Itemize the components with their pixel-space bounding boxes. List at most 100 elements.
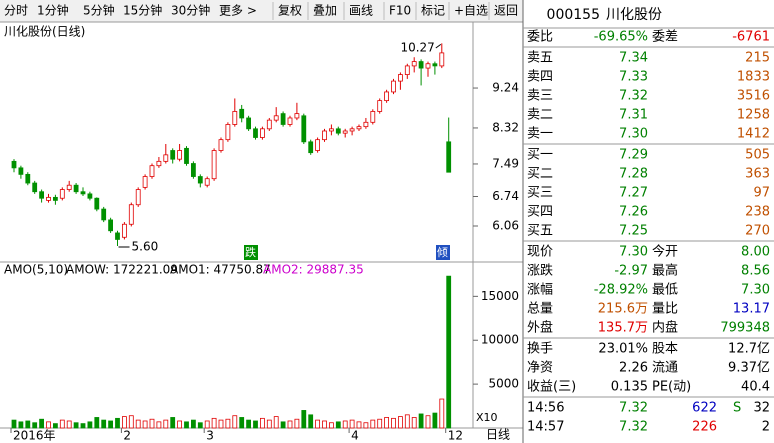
candle-body — [356, 126, 362, 130]
volume-bar — [163, 419, 169, 429]
candle-body — [32, 182, 38, 193]
quote-cell: 363 — [745, 167, 770, 182]
toolbar-button[interactable]: 5分钟 — [83, 3, 115, 18]
toolbar-button[interactable]: 叠加 — [313, 4, 337, 18]
candle-body — [73, 184, 79, 193]
quote-cell: -6761 — [732, 30, 770, 45]
toolbar-button[interactable]: F10 — [389, 4, 411, 18]
candle-body — [391, 80, 396, 93]
candle-body — [273, 115, 279, 121]
x-tick-label: 4 — [351, 429, 359, 443]
volume-bar — [101, 419, 107, 429]
toolbar-button[interactable]: 复权 — [278, 4, 302, 18]
toolbar-button[interactable]: 1分钟 — [37, 3, 69, 18]
quote-cell: 13.17 — [733, 302, 770, 317]
candle-body — [315, 139, 321, 151]
candle-body — [18, 167, 24, 175]
candle-body — [246, 117, 252, 130]
quote-cell: 最高 — [652, 263, 678, 279]
quote-cell: 505 — [745, 148, 770, 163]
quote-cell: 40.4 — [741, 380, 770, 395]
quote-cell: -28.92% — [594, 283, 648, 298]
volume-bar — [232, 415, 238, 429]
stock-code: 000155 — [547, 7, 600, 23]
quote-cell: 涨幅 — [527, 283, 553, 298]
volume-bar — [363, 422, 369, 429]
candle-body — [266, 119, 272, 130]
candle-body — [328, 128, 334, 132]
candle-body — [170, 150, 176, 160]
volume-bar — [59, 419, 65, 429]
candle-body — [25, 173, 31, 184]
quote-cell: 收益(三) — [527, 380, 576, 395]
volume-bar — [73, 422, 79, 429]
period-label[interactable]: 日线 — [486, 428, 510, 442]
quote-cell: 外盘 — [527, 320, 553, 336]
volume-bar — [177, 420, 183, 429]
x-tick-label: 2 — [123, 429, 131, 443]
quote-cell: 7.25 — [619, 224, 648, 239]
quote-cell: 卖三 — [527, 89, 553, 104]
quote-cell: 买四 — [527, 205, 553, 220]
candle-body — [397, 74, 403, 82]
volume-bar — [397, 416, 403, 429]
toolbar-button[interactable]: 画线 — [349, 4, 373, 18]
candle-body — [59, 189, 65, 199]
toolbar-button[interactable]: 标记 — [421, 4, 445, 18]
candle-body — [156, 160, 162, 167]
volume-bar — [46, 421, 51, 429]
quote-cell: 0.135 — [611, 380, 648, 395]
tick-cell: 622 — [692, 401, 717, 416]
candle-body — [163, 154, 169, 162]
volume-bar — [425, 415, 431, 429]
quote-cell: 现价 — [527, 245, 553, 260]
toolbar-button[interactable]: 分时 — [4, 4, 28, 18]
toolbar-button[interactable]: +自选 — [454, 4, 488, 18]
candle-body — [66, 184, 72, 190]
quote-cell: 总量 — [527, 302, 553, 317]
volume-bar — [149, 418, 155, 429]
quote-cell: 股本 — [652, 342, 678, 357]
candle-body — [149, 165, 155, 177]
candle-body — [94, 197, 100, 210]
volume-bar — [418, 413, 424, 429]
quote-cell: 799348 — [720, 321, 770, 336]
y-tick-label: 6.74 — [492, 189, 519, 203]
volume-bar — [411, 417, 417, 429]
candle-body — [53, 196, 58, 201]
marker-box — [436, 245, 450, 260]
volume-bar — [25, 420, 31, 429]
candle-body — [342, 130, 348, 134]
quote-panel: 委比 -69.65% 委差 -6761 卖五 7.34 215 卖四 7.33 1833 卖三 7.3… — [523, 30, 774, 435]
volume-bar — [266, 419, 272, 429]
volume-bar — [87, 421, 93, 429]
quote-cell: 97 — [753, 186, 770, 201]
candle-body — [142, 176, 148, 188]
candle-body — [439, 52, 445, 67]
indicator-label: AMOW: 172221.09 — [66, 263, 178, 277]
toolbar-button[interactable]: 15分钟 — [123, 3, 162, 18]
quote-cell: 流通 — [652, 361, 678, 376]
low-label: 5.60 — [132, 240, 159, 254]
toolbar-button[interactable]: 更多 > — [219, 4, 257, 18]
volume-bar — [190, 419, 196, 429]
volume-bar — [432, 412, 438, 429]
quote-cell: 7.30 — [619, 127, 648, 142]
candle-body — [239, 108, 245, 119]
toolbar-button[interactable]: 30分钟 — [171, 3, 210, 18]
volume-bar — [370, 419, 376, 429]
candle-body — [432, 63, 438, 67]
quote-cell: 卖一 — [527, 127, 553, 142]
quote-cell: 7.34 — [619, 51, 648, 66]
candle-body — [294, 113, 300, 119]
candle-body — [211, 150, 217, 180]
quote-cell: 内盘 — [652, 320, 678, 336]
quote-cell: 7.26 — [619, 205, 648, 220]
stock-name: 川化股份 — [606, 7, 662, 23]
quote-cell: 量比 — [652, 302, 678, 317]
y-tick-label: 9.24 — [492, 81, 519, 95]
high-pointer — [435, 43, 442, 49]
toolbar-button[interactable]: 返回 — [494, 4, 518, 18]
y-tick-label: 7.49 — [492, 156, 519, 170]
quote-cell: -69.65% — [594, 30, 648, 45]
